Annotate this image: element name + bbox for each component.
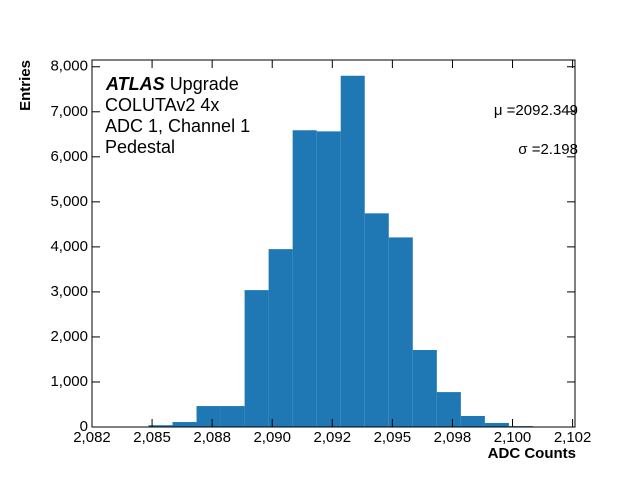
bar [412, 349, 437, 427]
bar [292, 130, 317, 427]
y-tick-label: 6,000 [50, 148, 88, 165]
x-tick-label: 2,090 [253, 429, 291, 446]
stat-sigma: σ =2.198 [518, 141, 578, 158]
bar [340, 75, 365, 427]
bar [484, 422, 509, 427]
annotation: COLUTAv2 4x [105, 95, 219, 115]
y-axis-label: Entries [17, 60, 34, 111]
x-axis-label: ADC Counts [488, 445, 576, 462]
bar [460, 415, 485, 427]
stat-mean: μ =2092.349 [494, 102, 578, 119]
bar [316, 131, 341, 427]
annotation: Pedestal [105, 137, 175, 157]
y-tick-label: 1,000 [50, 373, 88, 390]
y-tick-label: 3,000 [50, 283, 88, 300]
x-tick-label: 2,088 [193, 429, 231, 446]
y-tick-label: 0 [80, 418, 88, 435]
y-tick-label: 7,000 [50, 103, 88, 120]
bar [268, 249, 293, 427]
x-tick-label: 2,100 [494, 429, 532, 446]
bar [364, 213, 389, 427]
bar [220, 406, 245, 427]
bar [244, 290, 269, 427]
bar [196, 406, 221, 427]
y-tick-label: 4,000 [50, 238, 88, 255]
x-tick-label: 2,095 [374, 429, 412, 446]
plot-frame [91, 59, 576, 428]
y-tick-label: 2,000 [50, 328, 88, 345]
bar [172, 422, 197, 427]
experiment-label: ATLAS Upgrade [105, 74, 239, 94]
bar [436, 392, 461, 427]
y-tick-label: 8,000 [50, 58, 88, 75]
annotation: ADC 1, Channel 1 [105, 116, 250, 136]
x-tick-label: 2,082 [73, 429, 111, 446]
x-tick-label: 2,092 [314, 429, 352, 446]
experiment-suffix: Upgrade [170, 74, 239, 94]
bar [148, 425, 173, 427]
x-tick-label: 2,085 [133, 429, 171, 446]
x-tick-label: 2,102 [554, 429, 592, 446]
experiment: ATLAS [105, 74, 165, 94]
bar [388, 237, 413, 427]
y-tick-label: 5,000 [50, 193, 88, 210]
x-tick-label: 2,098 [434, 429, 472, 446]
